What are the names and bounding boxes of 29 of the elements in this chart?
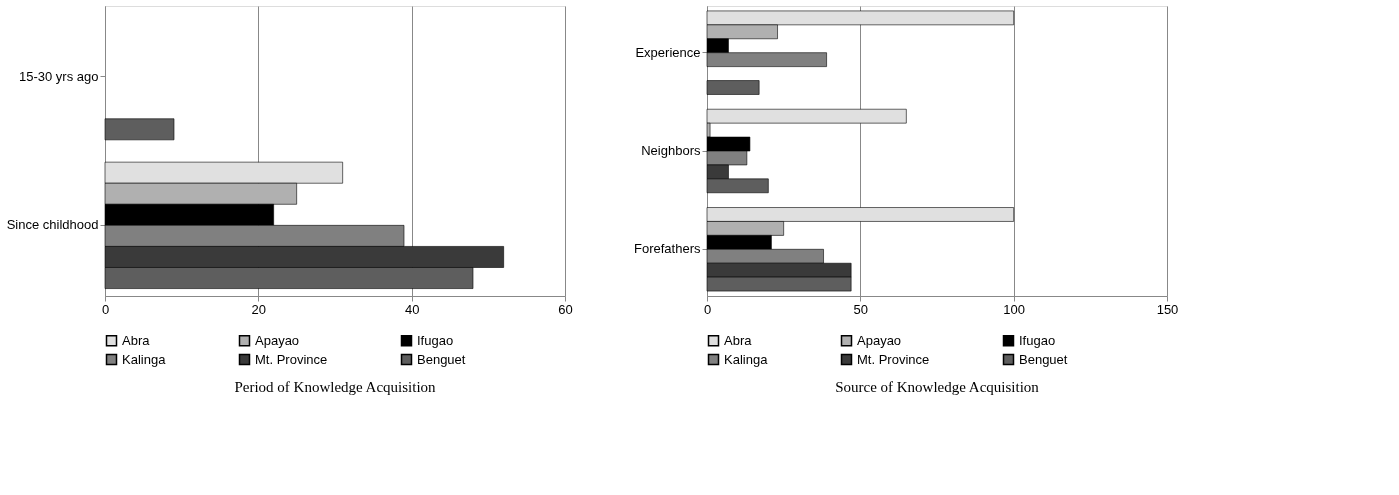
legend-label: Ifugao (417, 332, 454, 348)
legend-label: Abra (724, 332, 753, 348)
x-tick-label: 40 (404, 301, 420, 317)
bar (706, 80, 760, 95)
x-tick-label: 0 (101, 301, 110, 317)
legend-label: Ifugao (1019, 332, 1056, 348)
legend-label: Kalinga (122, 351, 167, 367)
legend-label: Benguet (417, 351, 466, 367)
y-tick-label: Experience (635, 44, 701, 60)
legend-label: Abra (122, 332, 151, 348)
legend-label: Benguet (1019, 351, 1068, 367)
legend-label: Apayao (857, 332, 902, 348)
x-tick-label: 50 (853, 301, 869, 317)
y-tick-label: Since childhood (6, 217, 99, 233)
y-tick-label: Forefathers (634, 241, 701, 257)
legend-label: Mt. Province (255, 351, 328, 367)
x-tick-label: 100 (1003, 301, 1026, 317)
legend-label: Mt. Province (857, 351, 930, 367)
x-tick-label: 20 (251, 301, 267, 317)
y-tick-label: 15-30 yrs ago (19, 68, 99, 84)
x-tick-label: 60 (558, 301, 573, 317)
x-tick-label: 0 (703, 301, 712, 317)
text: Source of Knowledge Acquisition (835, 379, 1040, 395)
bar (104, 118, 175, 141)
y-tick-label: Neighbors (641, 143, 701, 158)
legend-label: Kalinga (724, 351, 769, 367)
x-tick-label: 150 (1156, 301, 1179, 317)
legend-label: Apayao (255, 332, 300, 348)
text: Period of Knowledge Acquisition (234, 379, 437, 395)
